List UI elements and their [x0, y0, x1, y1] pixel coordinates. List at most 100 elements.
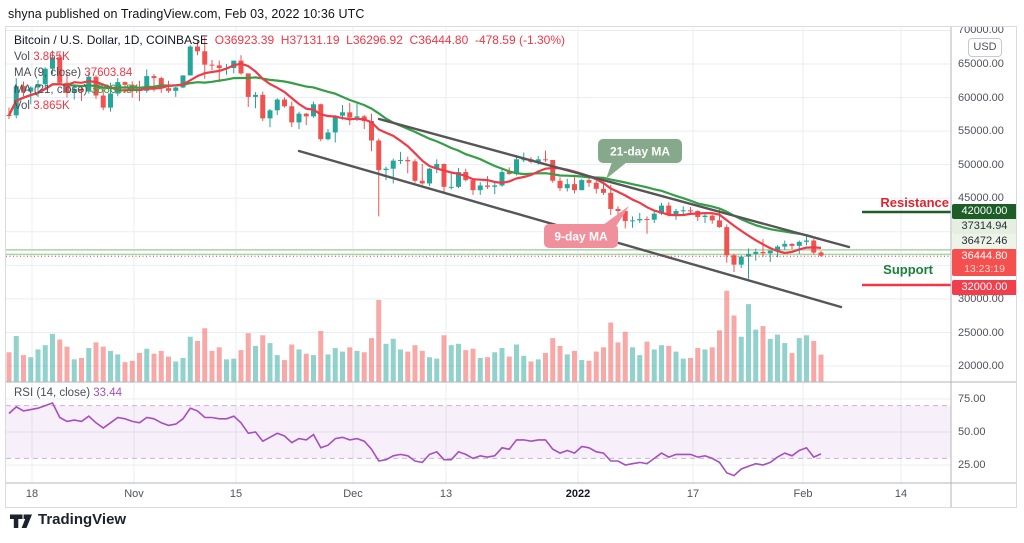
volume-bar [267, 343, 273, 382]
candle-body [543, 159, 548, 161]
time-tick-label: 2022 [565, 488, 591, 500]
volume-bar [311, 355, 316, 382]
volume-bar [209, 350, 215, 382]
price-tick-label: 75.00 [958, 393, 986, 405]
candle-body [514, 159, 519, 175]
volume-bar [137, 352, 142, 382]
price-tick-label: 70000.00 [958, 26, 1004, 36]
tradingview-logo-icon [10, 514, 32, 528]
candle-body [630, 220, 635, 222]
volume-bar [245, 333, 251, 382]
candle-body [151, 76, 157, 79]
candle-body [746, 253, 751, 257]
chart-widget: 21-day MA 9-day MA Bitcoin / U.S. Dollar,… [5, 26, 1017, 508]
volume-bar [86, 348, 92, 382]
volume-bar [709, 347, 715, 382]
volume-bar [115, 354, 121, 382]
candle-body [195, 46, 200, 52]
candle-body [64, 82, 70, 93]
candle-body [245, 73, 251, 97]
volume-bar [688, 357, 693, 382]
candle-body [86, 76, 92, 92]
volume-bar [42, 345, 48, 382]
time-tick-label: Nov [124, 488, 144, 500]
volume-bar [180, 357, 186, 382]
candle-body [100, 95, 106, 108]
volume-bar [419, 350, 425, 382]
candle-body [303, 113, 309, 117]
volume-bar [122, 362, 128, 382]
volume-bar [64, 346, 70, 382]
candle-body [709, 215, 715, 221]
candle-body [354, 116, 360, 118]
candle-body [622, 210, 628, 222]
candle-body [238, 60, 244, 74]
volume-bar [572, 350, 577, 382]
ma9-line [8, 62, 822, 255]
volume-bar [448, 345, 454, 382]
volume-bar [144, 348, 150, 382]
currency-usd-button[interactable]: USD [968, 38, 1002, 57]
candle-body [42, 68, 48, 85]
volume-bar [622, 331, 628, 382]
candle-body [347, 112, 353, 118]
volume-bar [93, 342, 99, 382]
candle-body [158, 78, 164, 89]
price-axis-chip: 37314.94 [952, 219, 1016, 234]
candle-body [506, 172, 512, 175]
volume-bar [485, 357, 490, 382]
callout-tail [606, 162, 627, 179]
volume-bar [818, 354, 824, 382]
volume-bar [57, 339, 63, 382]
volume-bar [804, 335, 809, 382]
candle-body [535, 159, 541, 162]
volume-bar [274, 355, 280, 382]
price-tick-label: 25000.00 [958, 327, 1004, 339]
candle-body [644, 219, 650, 221]
candle-body [666, 205, 672, 215]
volume-bar [470, 348, 476, 382]
volume-bar [361, 352, 367, 382]
candle-body [470, 180, 476, 191]
candle-body [50, 57, 55, 69]
volume-bar [521, 355, 527, 382]
price-tick-label: 45000.00 [958, 192, 1004, 204]
volume-bar [746, 304, 751, 382]
volume-bar [477, 357, 483, 382]
candle-body [108, 93, 113, 108]
volume-bar [202, 328, 208, 382]
volume-bar [615, 342, 621, 382]
volume-bar [579, 360, 585, 382]
volume-bar [383, 343, 389, 382]
time-tick-label: Feb [793, 488, 813, 500]
callout-bubble [598, 139, 682, 163]
volume-bar [695, 348, 701, 382]
volume-bar [601, 347, 606, 382]
volume-bar [71, 359, 77, 382]
volume-bar [673, 351, 679, 382]
volume-bar [666, 345, 672, 382]
candle-body [760, 251, 766, 254]
volume-bar [637, 355, 643, 382]
ma21-line [8, 76, 822, 241]
volume-bar [253, 345, 258, 382]
volume-bar [79, 357, 84, 382]
price-chart-canvas[interactable]: 21-day MA 9-day MA [6, 27, 1017, 508]
candle-body [79, 88, 84, 92]
candle-body [477, 185, 483, 191]
candle-body [187, 46, 193, 76]
volume-bar [535, 359, 541, 382]
volume-bar [550, 338, 556, 382]
volume-bar [528, 361, 534, 382]
tradingview-logo[interactable]: TradingView [10, 511, 126, 528]
callout-label: 21-day MA [610, 145, 670, 159]
volume-bar [543, 352, 548, 382]
volume-bar [354, 350, 360, 382]
trendline [377, 117, 851, 249]
volume-bar [318, 331, 324, 382]
candle-body [340, 112, 345, 116]
volume-bar [775, 334, 780, 382]
candle-body [448, 186, 454, 188]
volume-bar [811, 340, 817, 382]
volume-bar [340, 351, 345, 382]
